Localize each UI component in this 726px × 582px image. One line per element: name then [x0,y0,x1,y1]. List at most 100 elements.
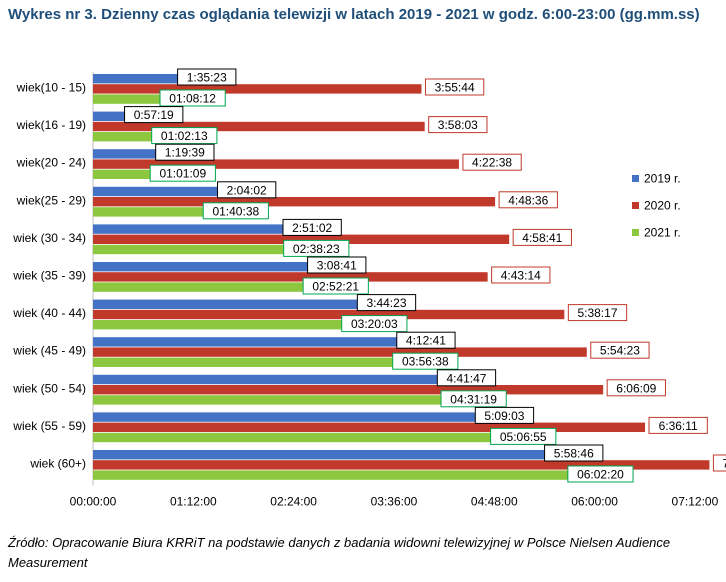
data-label-text: 5:54:23 [600,344,640,358]
bar-chart: 1:35:23 3:55:44 01:08:12 0:57:19 3:58:03 01:0… [12,68,726,509]
category-label: wiek (55 - 59) [12,419,86,433]
bar-2020 [93,84,422,94]
bar-2019 [93,224,332,234]
data-label-box [282,218,342,236]
data-label-box [474,406,535,424]
bar-2021 [93,169,179,179]
data-label-box [424,78,485,96]
data-label: 03:20:03 [341,315,408,333]
bar-2019 [93,74,226,84]
data-label-text: 3:08:41 [317,259,357,273]
x-tick-label: 07:12:00 [672,495,719,509]
data-label-text: 01:01:09 [159,167,206,181]
data-label-text: 04:31:19 [450,392,497,406]
bar-2020 [93,121,425,132]
data-label-text: 02:38:23 [293,242,340,256]
data-label-text: 3:55:44 [435,81,475,95]
data-label: 3:44:23 [356,294,417,312]
data-label-text: 2:04:02 [227,183,267,197]
bar-2020 [93,347,587,357]
data-label: 04:31:19 [440,390,507,408]
category-label: wiek (30 - 34) [12,231,86,245]
chart-category-labels: wiek(10 - 15) wiek(16 - 19) wiek(20 - 24) w… [12,81,86,471]
legend-label: 2019 r. [644,172,681,186]
data-label: 4:48:36 [498,191,558,209]
bar-2021 [93,395,472,405]
bar-2019 [93,412,524,422]
category-label: wiek(16 - 19) [16,118,86,132]
legend-swatch [632,229,639,236]
bar-2019 [93,299,406,309]
x-tick-label: 04:48:00 [471,495,518,509]
legend-label: 2021 r. [644,226,681,240]
data-label: 6:06:09 [606,379,666,397]
bar-2019 [93,186,266,197]
data-label-box [217,181,277,199]
data-label-text: 5:38:17 [577,306,617,320]
chart-legend: 2019 r. 2020 r. 2021 r. [632,172,681,240]
bar-2021 [93,282,334,292]
data-label-text: 01:02:13 [161,129,208,143]
data-label-box [712,454,726,472]
data-label: 02:38:23 [283,239,350,257]
legend-swatch [632,202,639,209]
data-label: 3:08:41 [307,256,367,274]
data-label-box [544,444,604,462]
data-label-box [392,352,459,370]
bar-2019 [93,262,356,272]
bar-2019 [93,337,446,347]
bar-2021 [93,357,423,367]
data-label-text: 3:44:23 [366,296,406,310]
bar-2020 [93,272,488,282]
data-label: 06:02:20 [567,465,634,483]
data-label-box [356,294,417,312]
data-label-box [202,202,269,220]
data-label: 2:04:02 [217,181,277,199]
bar-2020 [93,197,496,207]
data-label-box [440,390,507,408]
data-label: 01:01:09 [149,164,216,182]
bar-2020 [93,422,646,432]
data-label: 01:40:38 [202,202,269,220]
category-label: wiek(10 - 15) [16,81,86,95]
data-label-text: 06:02:20 [577,468,624,482]
data-label-box [512,228,572,246]
data-label-text: 4:58:41 [522,231,562,245]
bar-2021 [93,432,521,443]
data-label-text: 1:35:23 [187,71,227,85]
x-tick-label: 06:00:00 [571,495,618,509]
data-label: 4:58:41 [512,228,572,246]
x-tick-label: 00:00:00 [70,495,117,509]
data-label: 2:51:02 [282,218,342,236]
data-label-box [283,239,350,257]
data-label: 5:54:23 [590,341,650,359]
chart-bars [93,74,710,480]
data-label-box [606,379,666,397]
legend-label: 2020 r. [644,199,681,213]
bar-2020 [93,159,459,169]
data-label: 5:58:46 [544,444,604,462]
data-label: 05:06:55 [490,427,557,445]
data-label-text: 02:52:21 [312,280,359,294]
data-label-box [567,304,628,322]
data-label-box [490,427,557,445]
data-label-box [396,331,456,349]
legend-swatch [632,175,639,182]
data-label-box [149,164,216,182]
data-label-box [159,89,226,107]
category-label: wiek (40 - 44) [12,306,86,320]
data-label-text: 05:06:55 [500,430,547,444]
data-label: 03:56:38 [392,352,459,370]
data-label-text: 03:56:38 [402,355,449,369]
data-label: 1:35:23 [177,68,237,86]
data-label-text: 7:22:24 [723,457,726,471]
data-label-text: 01:08:12 [169,92,216,106]
data-label-text: 1:19:39 [165,146,205,160]
data-label-text: 4:43:14 [501,269,541,283]
category-label: wiek(20 - 24) [16,156,86,170]
data-label: 1:19:39 [155,143,215,161]
bar-2021 [93,320,372,330]
x-tick-label: 01:12:00 [170,495,217,509]
data-label: 5:38:17 [567,304,628,322]
data-label-box [155,143,215,161]
